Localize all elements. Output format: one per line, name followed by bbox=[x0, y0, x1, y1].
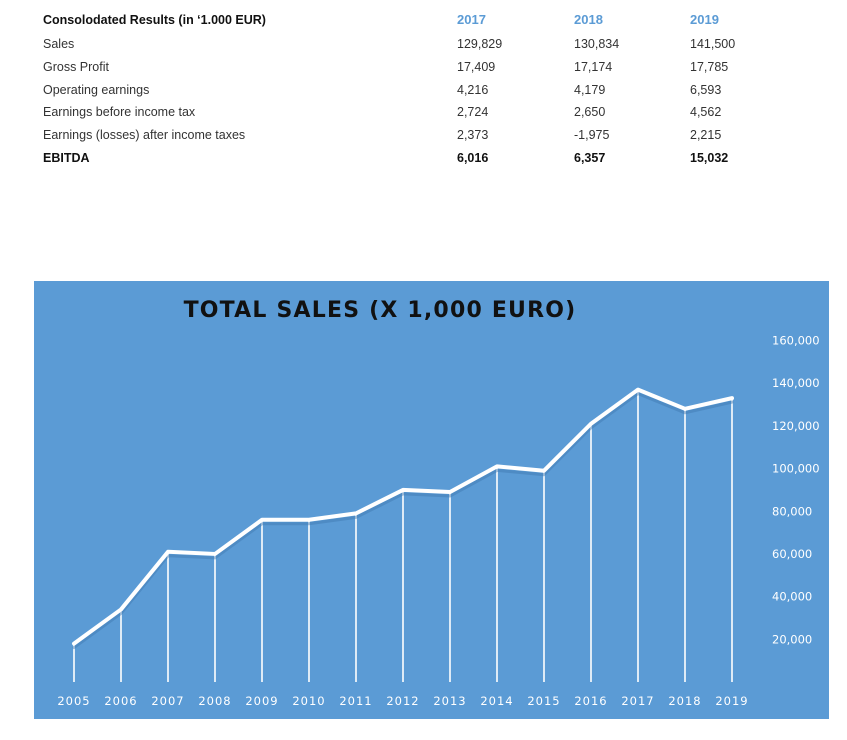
y-tick-20000: 20,000 bbox=[772, 632, 812, 646]
cell-earnings-losses-after-income-taxes-2017: 2,373 bbox=[457, 128, 489, 143]
chart-svg: TOTAL SALES (X 1,000 EURO) 2005 2006 2007 20… bbox=[34, 281, 829, 719]
cell-earnings-before-income-tax-2018: 2,650 bbox=[574, 105, 606, 120]
x-tick-2010: 2010 bbox=[292, 694, 325, 708]
consolidated-results-table: Consolodated Results (in ‘1.000 EUR) 2017… bbox=[0, 0, 847, 200]
cell-ebitda-2019: 15,032 bbox=[690, 151, 729, 165]
row-label-earnings-losses-after-income-taxes: Earnings (losses) after income taxes bbox=[43, 128, 246, 143]
cell-earnings-before-income-tax-2017: 2,724 bbox=[457, 105, 489, 120]
row-label-operating-earnings: Operating earnings bbox=[43, 82, 150, 97]
y-tick-80000: 80,000 bbox=[772, 504, 812, 518]
y-tick-120000: 120,000 bbox=[772, 419, 820, 433]
cell-operating-earnings-2017: 4,216 bbox=[457, 82, 489, 97]
row-label-gross-profit: Gross Profit bbox=[43, 59, 109, 74]
total-sales-chart: TOTAL SALES (X 1,000 EURO) 2005 2006 2007 20… bbox=[34, 281, 829, 719]
x-tick-2016: 2016 bbox=[574, 694, 607, 708]
x-tick-2013: 2013 bbox=[433, 694, 466, 708]
cell-gross-profit-2017: 17,409 bbox=[457, 59, 496, 74]
x-tick-2017: 2017 bbox=[621, 694, 654, 708]
y-tick-40000: 40,000 bbox=[772, 590, 812, 604]
y-tick-140000: 140,000 bbox=[772, 376, 820, 390]
row-label-ebitda: EBITDA bbox=[43, 151, 90, 165]
x-tick-2015: 2015 bbox=[527, 694, 560, 708]
year-header-2018: 2018 bbox=[574, 12, 603, 27]
table-title: Consolodated Results (in ‘1.000 EUR) bbox=[43, 13, 266, 27]
chart-title: TOTAL SALES (X 1,000 EURO) bbox=[184, 298, 577, 323]
x-tick-2008: 2008 bbox=[198, 694, 231, 708]
x-tick-2009: 2009 bbox=[245, 694, 278, 708]
cell-operating-earnings-2019: 6,593 bbox=[690, 82, 722, 97]
cell-sales-2019: 141,500 bbox=[690, 37, 736, 51]
row-label-sales: Sales bbox=[43, 37, 75, 51]
x-tick-2007: 2007 bbox=[151, 694, 184, 708]
x-tick-2014: 2014 bbox=[480, 694, 513, 708]
chart-background bbox=[34, 281, 829, 719]
x-tick-2019: 2019 bbox=[715, 694, 748, 708]
cell-sales-2017: 129,829 bbox=[457, 37, 503, 51]
year-header-2017: 2017 bbox=[457, 12, 486, 27]
y-tick-160000: 160,000 bbox=[772, 334, 820, 348]
cell-gross-profit-2018: 17,174 bbox=[574, 59, 613, 74]
cell-gross-profit-2019: 17,785 bbox=[690, 59, 729, 74]
cell-earnings-losses-after-income-taxes-2018: -1,975 bbox=[574, 128, 610, 143]
x-tick-2018: 2018 bbox=[668, 694, 701, 708]
cell-ebitda-2017: 6,016 bbox=[457, 151, 489, 165]
x-tick-2011: 2011 bbox=[339, 694, 372, 708]
y-tick-100000: 100,000 bbox=[772, 462, 820, 476]
x-tick-2012: 2012 bbox=[386, 694, 419, 708]
series-line-shadow bbox=[72, 392, 734, 650]
cell-sales-2018: 130,834 bbox=[574, 37, 620, 51]
cell-ebitda-2018: 6,357 bbox=[574, 151, 606, 165]
x-tick-2006: 2006 bbox=[104, 694, 137, 708]
cell-earnings-losses-after-income-taxes-2019: 2,215 bbox=[690, 128, 722, 143]
year-header-2019: 2019 bbox=[690, 12, 719, 27]
x-tick-2005: 2005 bbox=[57, 694, 90, 708]
cell-operating-earnings-2018: 4,179 bbox=[574, 82, 606, 97]
row-label-earnings-before-income-tax: Earnings before income tax bbox=[43, 105, 196, 120]
y-tick-60000: 60,000 bbox=[772, 547, 812, 561]
cell-earnings-before-income-tax-2019: 4,562 bbox=[690, 105, 722, 120]
